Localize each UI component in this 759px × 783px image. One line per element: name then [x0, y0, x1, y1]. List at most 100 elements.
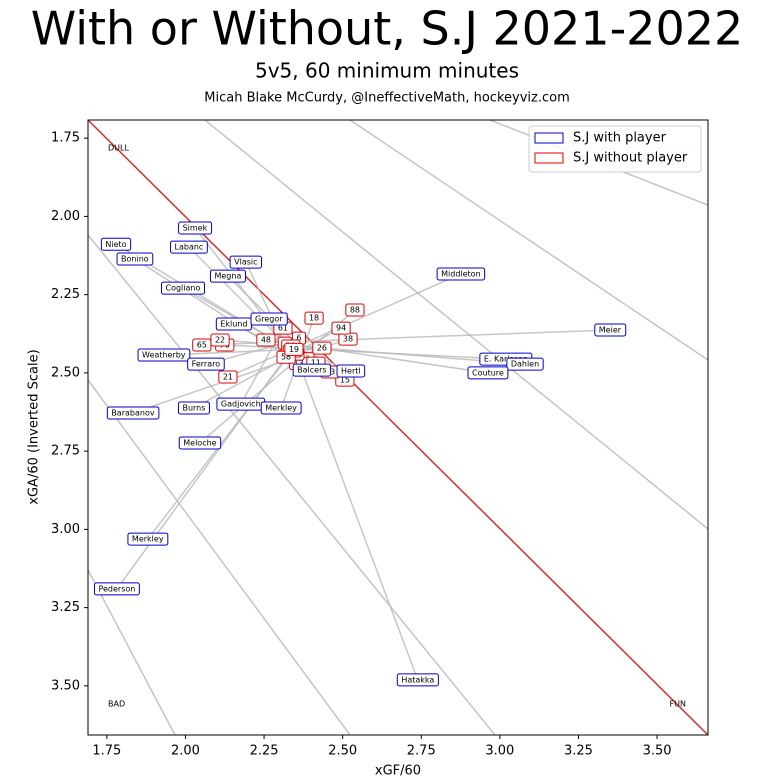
y-tick-label: 3.25	[51, 600, 80, 615]
credit: Micah Blake McCurdy, @IneffectiveMath, h…	[204, 91, 570, 106]
x-tick-label: 2.50	[328, 744, 357, 759]
with-label: Weatherby	[137, 348, 191, 362]
with-label-text: Gregor	[255, 315, 283, 324]
without-label: 21	[218, 370, 238, 384]
with-label-box	[336, 364, 366, 378]
without-label: 22	[210, 333, 230, 347]
without-label-box	[284, 342, 304, 356]
with-label-box	[170, 240, 208, 254]
with-label-box	[260, 401, 302, 415]
without-label-text: 21	[223, 372, 233, 381]
x-tick-label: 2.25	[250, 744, 279, 759]
y-tick-label: 2.00	[51, 209, 80, 224]
plot-frame	[87, 119, 709, 736]
with-label-text: Gadjovich	[221, 400, 261, 409]
with-label-text: Simek	[183, 223, 208, 232]
connector	[240, 327, 284, 405]
corner-label: DULL	[108, 144, 129, 153]
without-label-box	[345, 303, 365, 317]
with-label-box	[100, 237, 132, 251]
with-label-box	[178, 221, 213, 235]
with-label-text: Vlasic	[234, 258, 257, 267]
corner-label: BAD	[108, 700, 125, 709]
with-label-box	[116, 252, 154, 266]
with-label: Eklund	[215, 317, 252, 331]
without-label-text: 19	[289, 345, 299, 354]
without-label-box	[218, 370, 238, 384]
without-label: 65	[192, 338, 212, 352]
x-tick-label: 3.50	[643, 744, 672, 759]
with-label: Bonino	[116, 252, 154, 266]
with-label: Merkley	[127, 532, 169, 546]
with-label-box	[250, 312, 288, 326]
without-label-text: 65	[197, 341, 207, 350]
connector	[132, 338, 349, 414]
guide-line	[88, 379, 351, 735]
with-label: Megna	[209, 269, 246, 283]
without-label-text: 88	[350, 305, 360, 314]
without-label-box	[256, 333, 276, 347]
y-tick-label: 3.50	[51, 678, 80, 693]
with-label: Nieto	[100, 237, 132, 251]
corner-label: FUN	[670, 700, 686, 709]
with-label-box	[506, 357, 544, 371]
y-tick-label: 3.00	[51, 522, 80, 537]
with-label: Gadjovich	[216, 397, 266, 411]
with-label-box	[127, 532, 169, 546]
without-label-text: 15	[340, 376, 350, 385]
without-label: 88	[345, 303, 365, 317]
with-label-text: Meier	[599, 326, 622, 335]
with-label: Pederson	[93, 582, 140, 596]
plot-area: 5162831344111521732465269762248610389461…	[93, 144, 690, 709]
without-label-text: 26	[317, 344, 327, 353]
with-label-box	[229, 255, 263, 269]
y-tick-label: 1.75	[51, 131, 80, 146]
without-label-text: 18	[309, 314, 319, 323]
without-label-text: 11	[311, 359, 321, 368]
with-label: Labanc	[170, 240, 208, 254]
with-label: Couture	[467, 366, 509, 380]
legend-label: S.J with player	[573, 131, 667, 146]
legend-label: S.J without player	[573, 151, 688, 166]
guide-lines	[88, 120, 708, 735]
guide-line	[88, 569, 176, 735]
with-label-box	[178, 436, 222, 450]
with-label-box	[467, 366, 509, 380]
with-label-text: Barabanov	[111, 408, 155, 417]
without-label: 48	[256, 333, 276, 347]
without-label-box	[210, 333, 230, 347]
x-tick-label: 3.25	[564, 744, 593, 759]
y-axis-label: xGA/60 (Inverted Scale)	[27, 349, 42, 504]
with-label-text: Eklund	[220, 320, 247, 329]
y-tick-label: 2.50	[51, 365, 80, 380]
connector	[193, 327, 342, 409]
with-label-text: Couture	[472, 368, 504, 377]
with-label-box	[187, 357, 225, 371]
without-label: 94	[331, 321, 351, 335]
with-label-text: E. Karlsson	[484, 355, 528, 364]
with-label-box	[106, 406, 160, 420]
with-label: Ferraro	[187, 357, 225, 371]
with-label: Middleton	[436, 267, 486, 281]
with-label-box	[594, 323, 627, 337]
with-label: Meloche	[178, 436, 222, 450]
with-label-box	[396, 673, 439, 687]
chart-title: With or Without, S.J 2021-2022	[31, 2, 744, 56]
with-label-text: Balcers	[297, 366, 326, 375]
with-label: Merkley	[260, 401, 302, 415]
without-label-box	[304, 311, 324, 325]
without-label-text: 58	[281, 353, 291, 362]
with-label-text: Merkley	[265, 403, 297, 412]
with-label-box	[137, 348, 191, 362]
without-label-text: 13	[294, 359, 304, 368]
legend-swatch	[534, 152, 564, 164]
with-label: Gregor	[250, 312, 288, 326]
guide-line	[349, 120, 708, 361]
without-label: 26	[312, 341, 332, 355]
with-label-text: Middleton	[441, 269, 481, 278]
chart-subtitle: 5v5, 60 minimum minutes	[255, 59, 519, 83]
legend: S.J with player S.J without player	[528, 125, 702, 173]
connector	[199, 309, 356, 444]
with-label: Vlasic	[229, 255, 263, 269]
with-label: Dahlen	[506, 357, 544, 371]
